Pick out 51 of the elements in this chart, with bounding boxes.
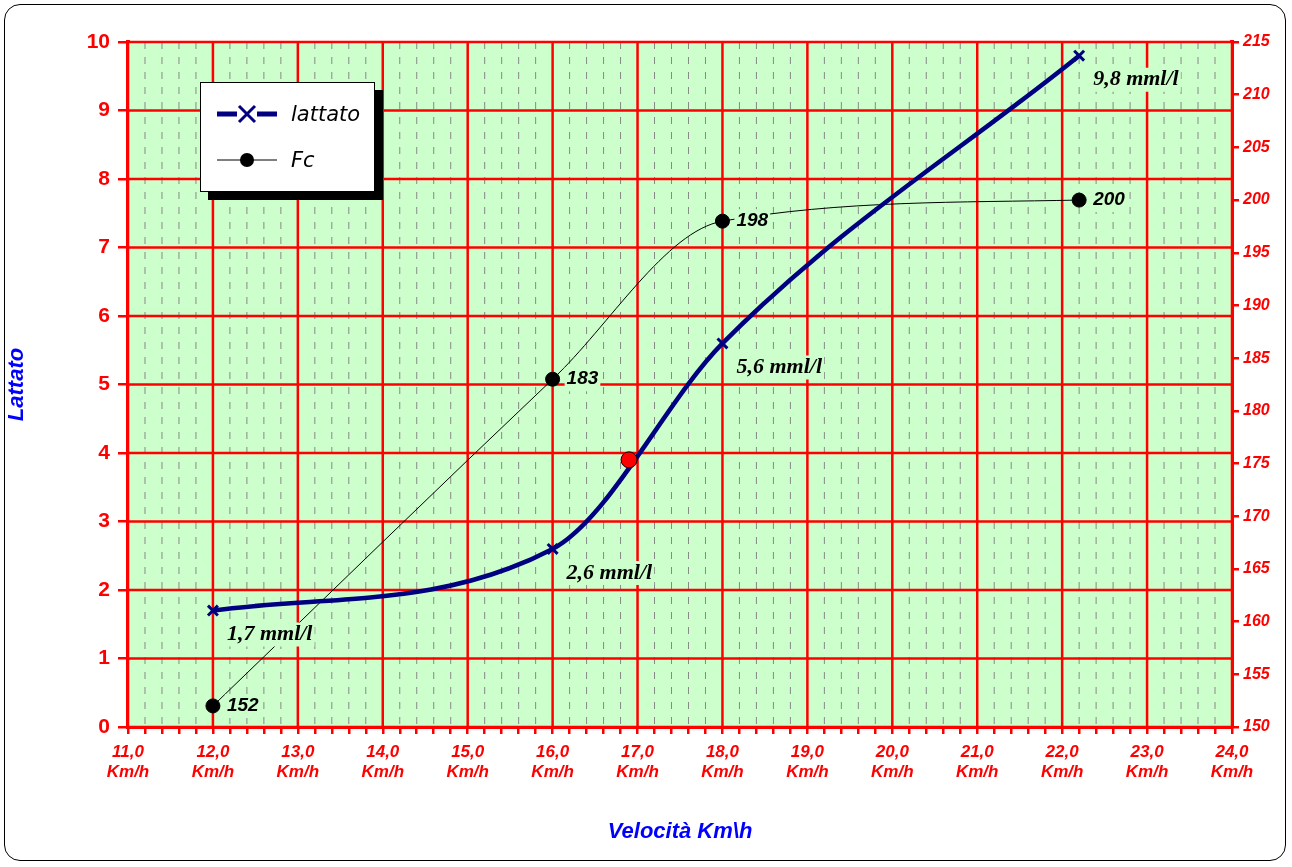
y2-tick-label: 210 [1242,85,1270,103]
x-tick-label: 16,0 Km/h [531,741,574,782]
y2-tick-label: 155 [1243,664,1271,682]
x-tick-label: 14,0 Km/h [361,741,405,782]
y2-tick-label: 180 [1243,401,1270,419]
x-tick-label: 22,0 Km/h [1040,741,1084,782]
legend-label: Fc [291,148,315,172]
y2-tick-label: 200 [1242,190,1270,208]
y-tick-label: 10 [86,28,110,52]
y2-tick-label: 175 [1243,453,1271,471]
y2-tick-label: 195 [1243,243,1271,261]
y2-tick-label: 150 [1243,717,1270,735]
data-label: 198 [736,209,769,231]
x-tick-label: 15,0 Km/h [446,741,489,782]
y2-tick-label: 165 [1243,559,1271,577]
data-label: 152 [226,694,260,716]
x-axis-title: Velocità Km\h [607,817,753,843]
x-tick-label: 19,0 Km/h [786,741,829,782]
y-axis-title: Lattato [3,347,29,422]
x-tick-label: 23,0 Km/h [1125,741,1169,782]
y2-tick-label: 190 [1243,295,1270,313]
x-tick-label: 11,0 Km/h [106,741,150,782]
y2-tick-label: 170 [1243,506,1270,524]
data-label: 183 [566,367,599,389]
x-tick-label: 12,0 Km/h [191,741,235,782]
x-tick-label: 21,0 Km/h [955,741,999,782]
x-tick-label: 18,0 Km/h [701,741,744,782]
data-label: 5,6 mml/l [736,353,823,379]
x-tick-label: 24,0 Km/h [1210,741,1254,782]
y-tick-label: 8 [98,165,111,189]
data-label: 200 [1092,188,1126,210]
y-tick-label: 2 [98,576,110,600]
y-tick-label: 4 [98,439,111,463]
y2-tick-label: 185 [1243,348,1271,366]
data-label: 9,8 mml/l [1093,65,1180,91]
y2-tick-label: 215 [1242,32,1271,50]
y-tick-label: 6 [98,302,110,326]
y2-tick-label: 205 [1242,137,1271,155]
data-label: 2,6 mml/l [565,558,654,584]
y-tick-label: 9 [98,97,110,121]
x-tick-label: 20,0 Km/h [871,741,914,782]
y-tick-label: 3 [98,508,110,532]
y2-tick-label: 160 [1243,612,1270,630]
legend-label: lattato [291,102,361,126]
x-tick-label: 17,0 Km/h [616,741,659,782]
y-tick-label: 7 [98,234,110,258]
y-tick-label: 5 [98,371,111,395]
y-tick-label: 1 [98,645,111,669]
data-label: 1,7 mml/l [226,620,314,646]
y-tick-label: 0 [98,713,110,737]
x-tick-label: 13,0 Km/h [276,741,320,782]
